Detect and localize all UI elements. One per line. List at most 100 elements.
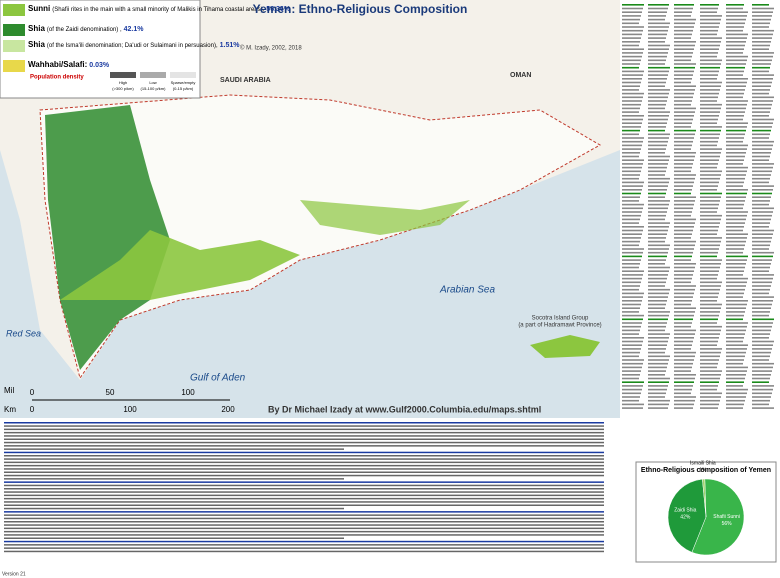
pie-slice [667,478,707,553]
table-line [752,107,771,110]
table-line [622,285,640,287]
scale-tick: 50 [106,388,115,397]
paragraph-line [4,451,604,454]
table-line [726,359,744,361]
socotra [530,335,600,358]
table-line [648,107,665,110]
table-line [752,11,773,13]
table-line [752,48,769,50]
table-line [752,122,773,124]
table-line [622,355,639,358]
table-line [622,274,643,276]
table-line [700,348,722,350]
table-line [648,148,666,150]
table-line [674,251,693,254]
table-line [674,44,695,47]
table-line [752,351,771,354]
table-line [648,229,668,232]
table-line [674,152,696,154]
table-line [648,129,665,132]
paragraph-line [4,527,604,530]
table-line [752,251,774,254]
table-line [752,33,773,36]
table-line [674,222,695,224]
scale-tick: 0 [30,405,35,414]
paragraph-line [4,544,604,546]
sunni-area [60,230,300,300]
table-line [648,48,669,50]
table-line [622,329,640,332]
table-line [752,92,769,95]
table-line [752,277,773,280]
table-line [726,177,745,180]
table-line [726,285,746,287]
table-line [726,129,746,132]
table-line [622,70,644,73]
paragraph-line [4,494,604,497]
table-line [700,251,718,254]
table-line [700,92,719,95]
table-line [622,359,644,361]
table-line [752,177,770,180]
table-line [700,126,722,128]
table-line [752,7,774,10]
table-line [726,366,748,369]
table-line [726,196,746,198]
table-line [752,288,770,291]
table-line [752,115,769,117]
table-line [752,259,772,261]
table-line [752,81,772,84]
table-line [674,340,693,343]
paragraph-line [4,468,604,470]
table-line [674,311,695,313]
table-line [726,140,743,143]
density-range: (>300 p/km) [112,86,134,91]
table-line [752,192,772,195]
table-line [622,152,640,154]
table-line [648,207,668,210]
paragraph-line [4,484,604,487]
table-line [622,333,639,335]
table-line [674,177,695,180]
table-line [726,11,748,13]
table-line [700,318,718,321]
table-line [752,196,771,198]
table-line [648,111,670,113]
table-line [674,396,696,398]
table-line [622,222,639,224]
table-line [674,181,694,184]
table-line [648,388,667,391]
table-line [752,266,770,269]
table-line [622,322,642,324]
table-line [726,214,747,217]
table-line [726,237,747,239]
table-line [622,11,642,13]
credit: By Dr Michael Izady at www.Gulf2000.Colu… [268,404,541,414]
table-line [752,70,769,73]
table-line [726,192,747,195]
table-line [700,214,722,217]
legend-box [0,0,201,99]
table-line [726,133,745,136]
table-line [700,37,722,39]
table-line [700,29,718,32]
table-line [648,200,670,202]
table-line [726,152,746,154]
table-line [700,181,719,184]
table-line [622,366,642,369]
table-line [674,240,696,243]
table-line [622,288,639,291]
table-line [622,325,641,328]
paragraph-line [4,441,604,444]
table-line [648,325,666,328]
table-line [726,333,745,335]
table-line [674,148,691,150]
legend-text: (of the Isma'ili denomination; Da'udi or… [47,43,218,49]
table-line [752,148,772,150]
place-label: OMAN [510,72,531,79]
legend-entry: Wahhabi/Salafi: 0.03% [28,60,110,69]
table-line [674,399,695,402]
table-line [726,126,747,128]
table-line [648,181,669,184]
table-line [648,140,668,143]
